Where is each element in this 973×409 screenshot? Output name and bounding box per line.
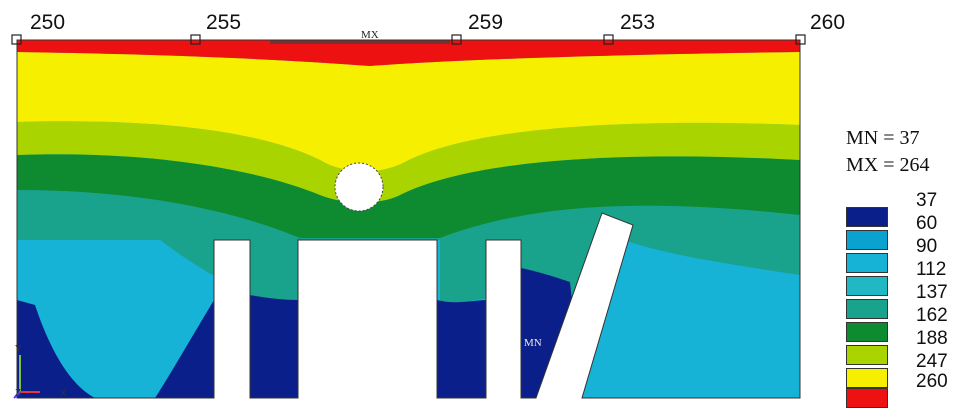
mx-mark: MX — [361, 29, 379, 41]
legend-label: 162 — [916, 305, 948, 326]
axis-x-label: X — [60, 388, 67, 399]
legend-label: 60 — [916, 213, 938, 234]
legend-swatch — [846, 276, 888, 296]
node-marker-255 — [190, 34, 201, 45]
legend-swatch — [846, 207, 888, 227]
legend-row: 247 — [846, 352, 971, 388]
legend-label: 247 — [916, 351, 948, 372]
band-90 — [17, 240, 800, 398]
legend-swatch — [846, 253, 888, 273]
band-37-post3 — [437, 300, 486, 398]
legend-row: 260 — [846, 372, 971, 408]
legend-row: 137 — [846, 283, 971, 319]
legend-row: 112 — [846, 260, 971, 296]
node-label-253: 253 — [620, 11, 656, 34]
band-37-left — [17, 300, 95, 398]
legend-label: 260 — [916, 371, 948, 392]
legend-swatch — [846, 368, 888, 388]
band-188 — [17, 121, 800, 203]
mn-mark: MN — [524, 337, 542, 349]
legend-row: 188 — [846, 329, 971, 365]
band-247 — [17, 52, 800, 172]
legend-swatch — [846, 345, 888, 365]
band-37-post1 — [155, 300, 214, 398]
legend-swatch — [846, 388, 888, 408]
node-label-260: 260 — [810, 11, 846, 34]
legend-label: 112 — [916, 259, 947, 280]
legend-label: 37 — [916, 190, 938, 211]
band-260 — [17, 40, 800, 66]
legend-row: 37 — [846, 191, 971, 227]
node-label-259: 259 — [468, 11, 504, 34]
band-37-post2 — [250, 295, 298, 398]
legend-swatch — [846, 322, 888, 342]
circular-hole — [334, 162, 384, 212]
legend-label: 137 — [916, 282, 948, 303]
stat-mx: MX = 264 — [846, 154, 930, 176]
legend-swatch — [846, 299, 888, 319]
axis-y-label: Y — [15, 344, 22, 355]
stat-mn: MN = 37 — [846, 127, 920, 149]
node-label-250: 250 — [30, 11, 66, 34]
node-marker-260 — [795, 34, 806, 45]
axis-z-label: Z — [15, 388, 21, 399]
node-marker-259 — [451, 34, 462, 45]
legend-row: 60 — [846, 214, 971, 250]
top-edge-stripe — [270, 40, 450, 44]
node-marker-250 — [11, 34, 22, 45]
legend-label: 188 — [916, 328, 948, 349]
legend-label: 90 — [916, 236, 938, 257]
axis-triad: Y Z X — [13, 344, 67, 399]
legend-row: 162 — [846, 306, 971, 342]
legend-swatch — [846, 230, 888, 250]
domain-outline — [16, 39, 801, 399]
node-marker-253 — [603, 34, 614, 45]
legend-row: 90 — [846, 237, 971, 273]
band-162 — [17, 154, 800, 238]
node-label-255: 255 — [206, 11, 242, 34]
